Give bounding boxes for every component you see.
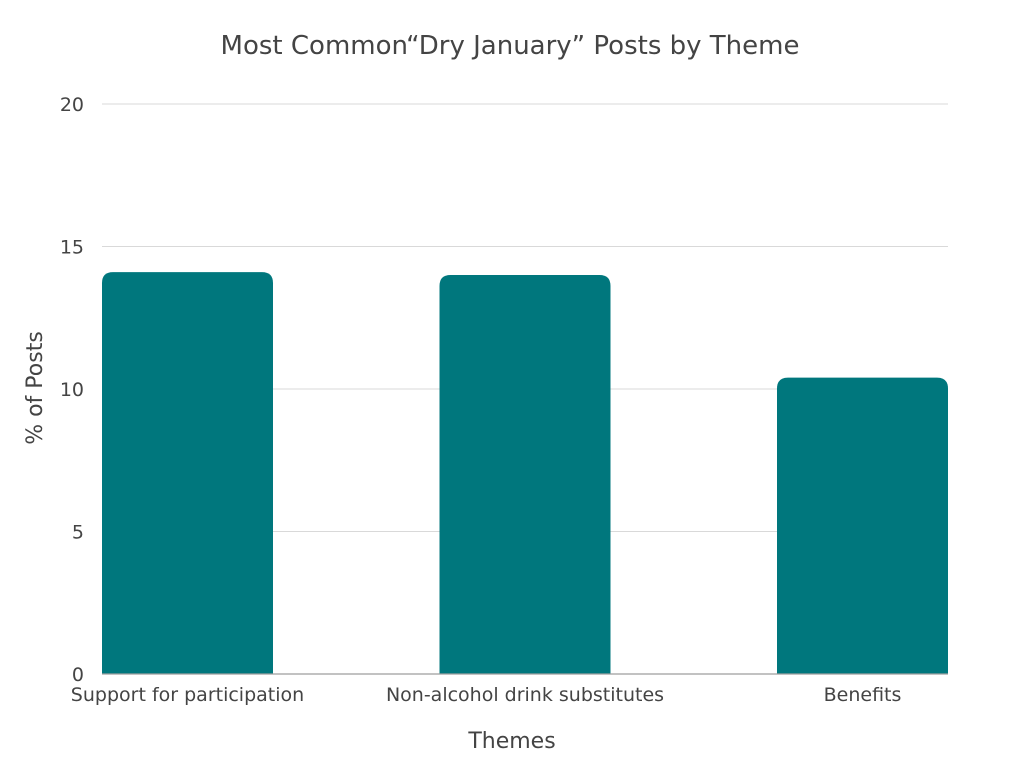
y-tick-label: 5 — [72, 522, 84, 544]
y-axis-label: % of Posts — [23, 331, 48, 445]
x-tick-label: Support for participation — [71, 684, 304, 706]
x-axis-label: Themes — [467, 729, 555, 754]
y-axis-ticks: 0 5 10 15 20 — [60, 94, 84, 686]
y-tick-label: 0 — [72, 664, 84, 686]
chart-title: Most Common“Dry January” Posts by Theme — [221, 31, 800, 61]
bar — [102, 272, 273, 674]
x-axis-ticks: Support for participation Non-alcohol dri… — [71, 684, 902, 706]
y-tick-label: 10 — [60, 379, 84, 401]
bars — [102, 272, 948, 674]
bar — [439, 275, 611, 674]
y-tick-label: 20 — [60, 94, 84, 116]
x-tick-label: Non-alcohol drink substitutes — [386, 684, 664, 706]
y-tick-label: 15 — [60, 237, 84, 259]
x-tick-label: Benefits — [824, 684, 902, 706]
bar — [777, 377, 948, 674]
